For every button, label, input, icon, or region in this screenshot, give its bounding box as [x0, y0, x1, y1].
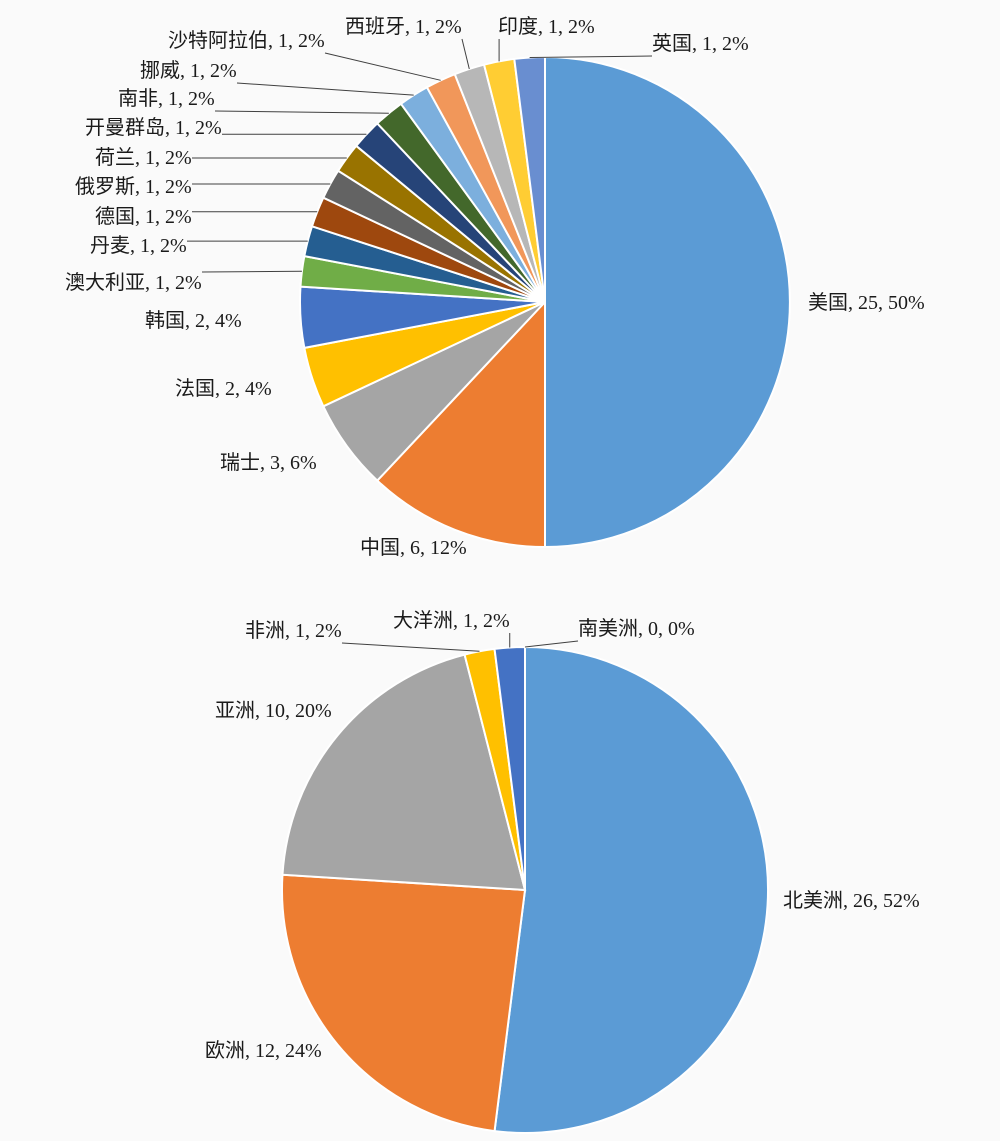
label-spain: 西班牙, 1, 2%: [345, 16, 462, 38]
label-india: 印度, 1, 2%: [498, 16, 595, 38]
label-saudi-arabia: 沙特阿拉伯, 1, 2%: [168, 30, 325, 52]
label-france: 法国, 2, 4%: [175, 378, 272, 400]
pie2-slice-2: [281, 653, 527, 892]
label-netherlands: 荷兰, 1, 2%: [95, 147, 192, 169]
label-asia: 亚洲, 10, 20%: [215, 700, 332, 722]
pie2-slice-4: [493, 645, 526, 891]
label-south-korea: 韩国, 2, 4%: [145, 310, 242, 332]
leader-line: [201, 270, 302, 273]
label-africa: 非洲, 1, 2%: [245, 620, 342, 642]
leader-line: [236, 82, 414, 96]
leader-line: [461, 38, 470, 70]
label-denmark: 丹麦, 1, 2%: [90, 235, 187, 257]
pie2-slice-1: [281, 873, 527, 1133]
label-uk: 英国, 1, 2%: [652, 33, 749, 55]
label-south-africa: 南非, 1, 2%: [118, 88, 215, 110]
pie1-slice-0: [544, 55, 791, 549]
label-north-america: 北美洲, 26, 52%: [783, 890, 920, 912]
label-russia: 俄罗斯, 1, 2%: [75, 176, 192, 198]
leader-line: [341, 642, 480, 652]
label-switzerland: 瑞士, 3, 6%: [220, 452, 317, 474]
label-cayman-islands: 开曼群岛, 1, 2%: [85, 117, 222, 139]
label-china: 中国, 6, 12%: [360, 537, 467, 559]
leader-line: [214, 110, 389, 114]
leader-line: [524, 640, 579, 648]
label-germany: 德国, 1, 2%: [95, 206, 192, 228]
pie1-slice-1: [375, 299, 546, 549]
leader-line: [324, 52, 441, 81]
label-oceania: 大洋洲, 1, 2%: [393, 610, 510, 632]
label-europe: 欧洲, 12, 24%: [205, 1040, 322, 1062]
label-usa: 美国, 25, 50%: [808, 292, 925, 314]
label-norway: 挪威, 1, 2%: [140, 60, 237, 82]
leader-line: [529, 55, 653, 58]
label-south-america: 南美洲, 0, 0%: [578, 618, 695, 640]
pie2-slice-0: [493, 645, 770, 1134]
label-australia: 澳大利亚, 1, 2%: [65, 272, 202, 294]
